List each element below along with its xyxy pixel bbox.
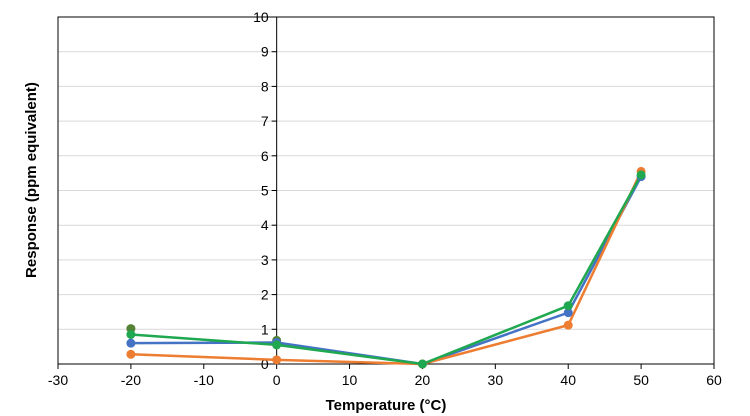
gridlines: [58, 51, 714, 330]
y-tick-label: 2: [261, 287, 269, 303]
series-lines: [130, 170, 643, 366]
y-tick-label: 1: [261, 321, 269, 337]
x-tick-label: 10: [342, 372, 358, 388]
data-point: [272, 355, 282, 365]
x-tick-label: -10: [194, 372, 214, 388]
data-point: [126, 330, 136, 340]
x-tick-label: -20: [121, 372, 141, 388]
y-tick-label: 6: [261, 148, 269, 164]
data-point: [126, 338, 136, 348]
y-tick-label: 10: [253, 9, 269, 25]
data-point: [636, 170, 646, 180]
x-tick-label: 0: [273, 372, 281, 388]
y-tick-label: 9: [261, 44, 269, 60]
y-tick-label: 0: [261, 356, 269, 372]
data-point: [563, 301, 573, 311]
y-tick-label: 5: [261, 183, 269, 199]
y-tick-labels: 0 1 2 3 4 5 6 7 8 9 10: [253, 9, 277, 372]
series-line-1: [130, 176, 643, 366]
data-points: [126, 166, 646, 369]
data-point: [126, 349, 136, 359]
y-tick-label: 4: [261, 217, 269, 233]
x-tick-label: -30: [48, 372, 68, 388]
x-tick-label: 40: [560, 372, 576, 388]
data-point: [563, 320, 573, 330]
y-tick-label: 7: [261, 113, 269, 129]
y-axis-title: Response (ppm equivalent): [23, 82, 40, 278]
x-tick-labels: -30 -20 -10 0 10 20 30 40 50 60: [48, 364, 722, 388]
series-line-3: [130, 174, 643, 366]
x-tick-label: 20: [415, 372, 431, 388]
x-tick-label: 60: [706, 372, 722, 388]
data-point: [563, 308, 573, 318]
y-tick-label: 3: [261, 252, 269, 268]
data-point: [417, 359, 427, 369]
data-point: [272, 340, 282, 350]
y-tick-label: 8: [261, 78, 269, 94]
x-axis-title: Temperature (°C): [326, 397, 447, 414]
x-tick-label: 30: [488, 372, 504, 388]
series-line-2: [130, 170, 643, 366]
x-tick-label: 50: [633, 372, 649, 388]
